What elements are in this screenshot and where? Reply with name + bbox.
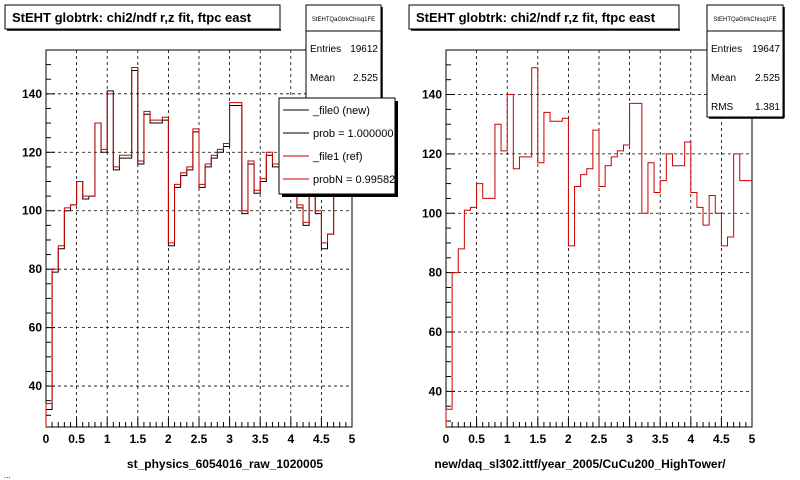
legend-box-shadow bbox=[282, 194, 398, 197]
x-tick-label: 5 bbox=[349, 432, 356, 446]
legend-entry: _file0 (new) bbox=[312, 105, 370, 117]
y-tick-label: 120 bbox=[422, 147, 442, 161]
x-tick-label: 3 bbox=[226, 432, 233, 446]
y-tick-label: 80 bbox=[29, 262, 43, 276]
stats-label: Mean bbox=[711, 73, 736, 84]
y-tick-label: 40 bbox=[29, 379, 43, 393]
stats-value: 2.525 bbox=[755, 73, 780, 84]
x-tick-label: 3 bbox=[626, 432, 633, 446]
legend-entry: prob = 1.000000 bbox=[313, 128, 393, 140]
chart-title: StEHT globtrk: chi2/ndf r,z fit, ftpc ea… bbox=[416, 10, 656, 25]
x-tick-label: 1 bbox=[104, 432, 111, 446]
x-tick-label: 0 bbox=[443, 432, 450, 446]
footer-text: ... bbox=[4, 471, 11, 480]
stats-value: 1.381 bbox=[755, 102, 780, 113]
y-tick-label: 120 bbox=[22, 145, 42, 159]
x-tick-label: 1.5 bbox=[529, 432, 546, 446]
stats-value: 19647 bbox=[752, 44, 780, 55]
histogram-series-2 bbox=[45, 67, 352, 427]
title-box bbox=[4, 4, 281, 30]
stats-label: Entries bbox=[711, 44, 742, 55]
y-tick-label: 80 bbox=[429, 266, 443, 280]
stats-value: 2.525 bbox=[353, 73, 378, 84]
histogram-series-1 bbox=[445, 67, 752, 427]
x-tick-label: 1.5 bbox=[129, 432, 146, 446]
x-tick-label: 5 bbox=[749, 432, 756, 446]
x-axis-title: new/daq_sl302.ittf/year_2005/CuCu200_Hig… bbox=[434, 457, 726, 471]
x-tick-label: 4 bbox=[687, 432, 694, 446]
x-tick-label: 4 bbox=[287, 432, 294, 446]
axis-ticks bbox=[45, 49, 353, 427]
y-tick-label: 40 bbox=[429, 384, 443, 398]
x-tick-label: 0 bbox=[43, 432, 50, 446]
stats-box-name: StEHTQaGtrkChisq1FE bbox=[713, 17, 776, 23]
x-tick-label: 2 bbox=[165, 432, 172, 446]
stats-label: RMS bbox=[711, 102, 734, 113]
x-tick-label: 0.5 bbox=[468, 432, 485, 446]
legend: _file0 (new) prob = 1.000000 _file1 (ref) p… bbox=[278, 97, 398, 197]
x-tick-label: 4.5 bbox=[713, 432, 730, 446]
y-tick-label: 60 bbox=[429, 325, 443, 339]
x-tick-label: 0.5 bbox=[68, 432, 85, 446]
stats-box-name: StEHTQaGtrkChisq1FE bbox=[312, 17, 375, 23]
y-tick-label: 140 bbox=[422, 88, 442, 102]
chart-panel-2: 0 0.5 1 1.5 2 2.5 3 3.5 4 4.5 5 40 60 80 100 120 140 StEH… bbox=[408, 4, 785, 471]
chart-title: StEHT globtrk: chi2/ndf r,z fit, ftpc ea… bbox=[12, 10, 252, 25]
x-tick-label: 2.5 bbox=[591, 432, 608, 446]
y-tick-label: 60 bbox=[29, 321, 43, 335]
axis-ticks bbox=[445, 49, 753, 427]
x-tick-label: 4.5 bbox=[313, 432, 330, 446]
grid-lines bbox=[446, 50, 752, 427]
legend-box-shadow bbox=[395, 101, 398, 197]
legend-entry: _file1 (ref) bbox=[312, 151, 363, 163]
x-tick-label: 1 bbox=[504, 432, 511, 446]
x-tick-label: 3.5 bbox=[252, 432, 269, 446]
stats-label: Entries bbox=[310, 44, 341, 55]
x-axis-title: st_physics_6054016_raw_1020005 bbox=[127, 457, 323, 471]
stats-label: Mean bbox=[310, 73, 335, 84]
title-box bbox=[408, 4, 680, 30]
legend-box bbox=[278, 97, 396, 195]
y-tick-label: 100 bbox=[422, 206, 442, 220]
x-tick-label: 2.5 bbox=[191, 432, 208, 446]
legend-entry: probN = 0.99582 bbox=[313, 174, 395, 186]
y-tick-label: 140 bbox=[22, 87, 42, 101]
x-tick-label: 2 bbox=[565, 432, 572, 446]
chart-panel-1: 0 0.5 1 1.5 2 2.5 3 3.5 4 4.5 5 40 60 80 100 120 140 StEH… bbox=[4, 4, 398, 471]
x-tick-label: 3.5 bbox=[652, 432, 669, 446]
y-tick-label: 100 bbox=[22, 204, 42, 218]
stats-value: 19612 bbox=[350, 44, 378, 55]
stats-box bbox=[706, 4, 784, 118]
